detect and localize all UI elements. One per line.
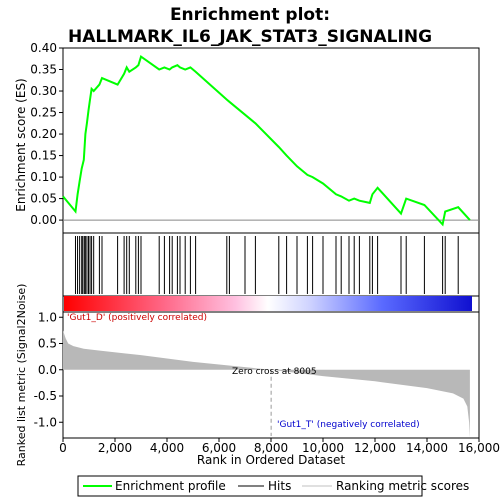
zero-cross-annotation: Zero cross at 8005 [232,367,317,377]
es-y-tick-label: 0.35 [30,63,57,77]
metric-y-axis: -1.0 -0.5 0.0 0.5 1.0 [34,310,63,429]
es-y-tick-label: 0.30 [30,84,57,98]
x-axis-label: Rank in Ordered Dataset [197,453,345,467]
es-y-tick-label: 0.15 [30,149,57,163]
es-y-tick-label: 0.20 [30,127,57,141]
legend-label-hits: Hits [268,479,291,493]
chart-title-line-1: Enrichment plot: [170,5,330,25]
metric-y-tick-label: 0.5 [38,337,57,351]
es-y-axis-label: Enrichment score (ES) [14,78,28,211]
hits-panel [63,233,479,296]
rank-colorbar [64,296,472,311]
positive-annotation: 'Gut1_D' (positively correlated) [67,313,207,323]
metric-y-tick-label: 1.0 [38,310,57,324]
metric-y-axis-label: Ranked list metric (Signal2Noise) [15,284,28,467]
x-tick-label: 4,000 [150,441,184,455]
es-y-axis: 0.00 0.05 0.10 0.15 0.20 0.25 0.30 0.35 0.40 [30,41,63,227]
x-tick-label: 2,000 [98,441,132,455]
es-y-tick-label: 0.25 [30,106,57,120]
es-y-tick-label: 0.00 [30,213,57,227]
x-tick-label: 12,000 [354,441,396,455]
x-tick-label: 0 [59,441,67,455]
x-tick-label: 14,000 [406,441,448,455]
legend-label-enrichment: Enrichment profile [115,479,226,493]
negative-annotation: 'Gut1_T' (negatively correlated) [277,420,420,430]
metric-y-tick-label: -0.5 [34,389,57,403]
es-y-tick-label: 0.10 [30,170,57,184]
legend-label-metric: Ranking metric scores [336,479,469,493]
es-y-tick-label: 0.05 [30,192,57,206]
x-tick-label: 16,000 [458,441,500,455]
chart-title-line-2: HALLMARK_IL6_JAK_STAT3_SIGNALING [68,27,432,47]
metric-y-tick-label: -1.0 [34,415,57,429]
es-y-tick-label: 0.40 [30,41,57,55]
metric-y-tick-label: 0.0 [38,363,57,377]
